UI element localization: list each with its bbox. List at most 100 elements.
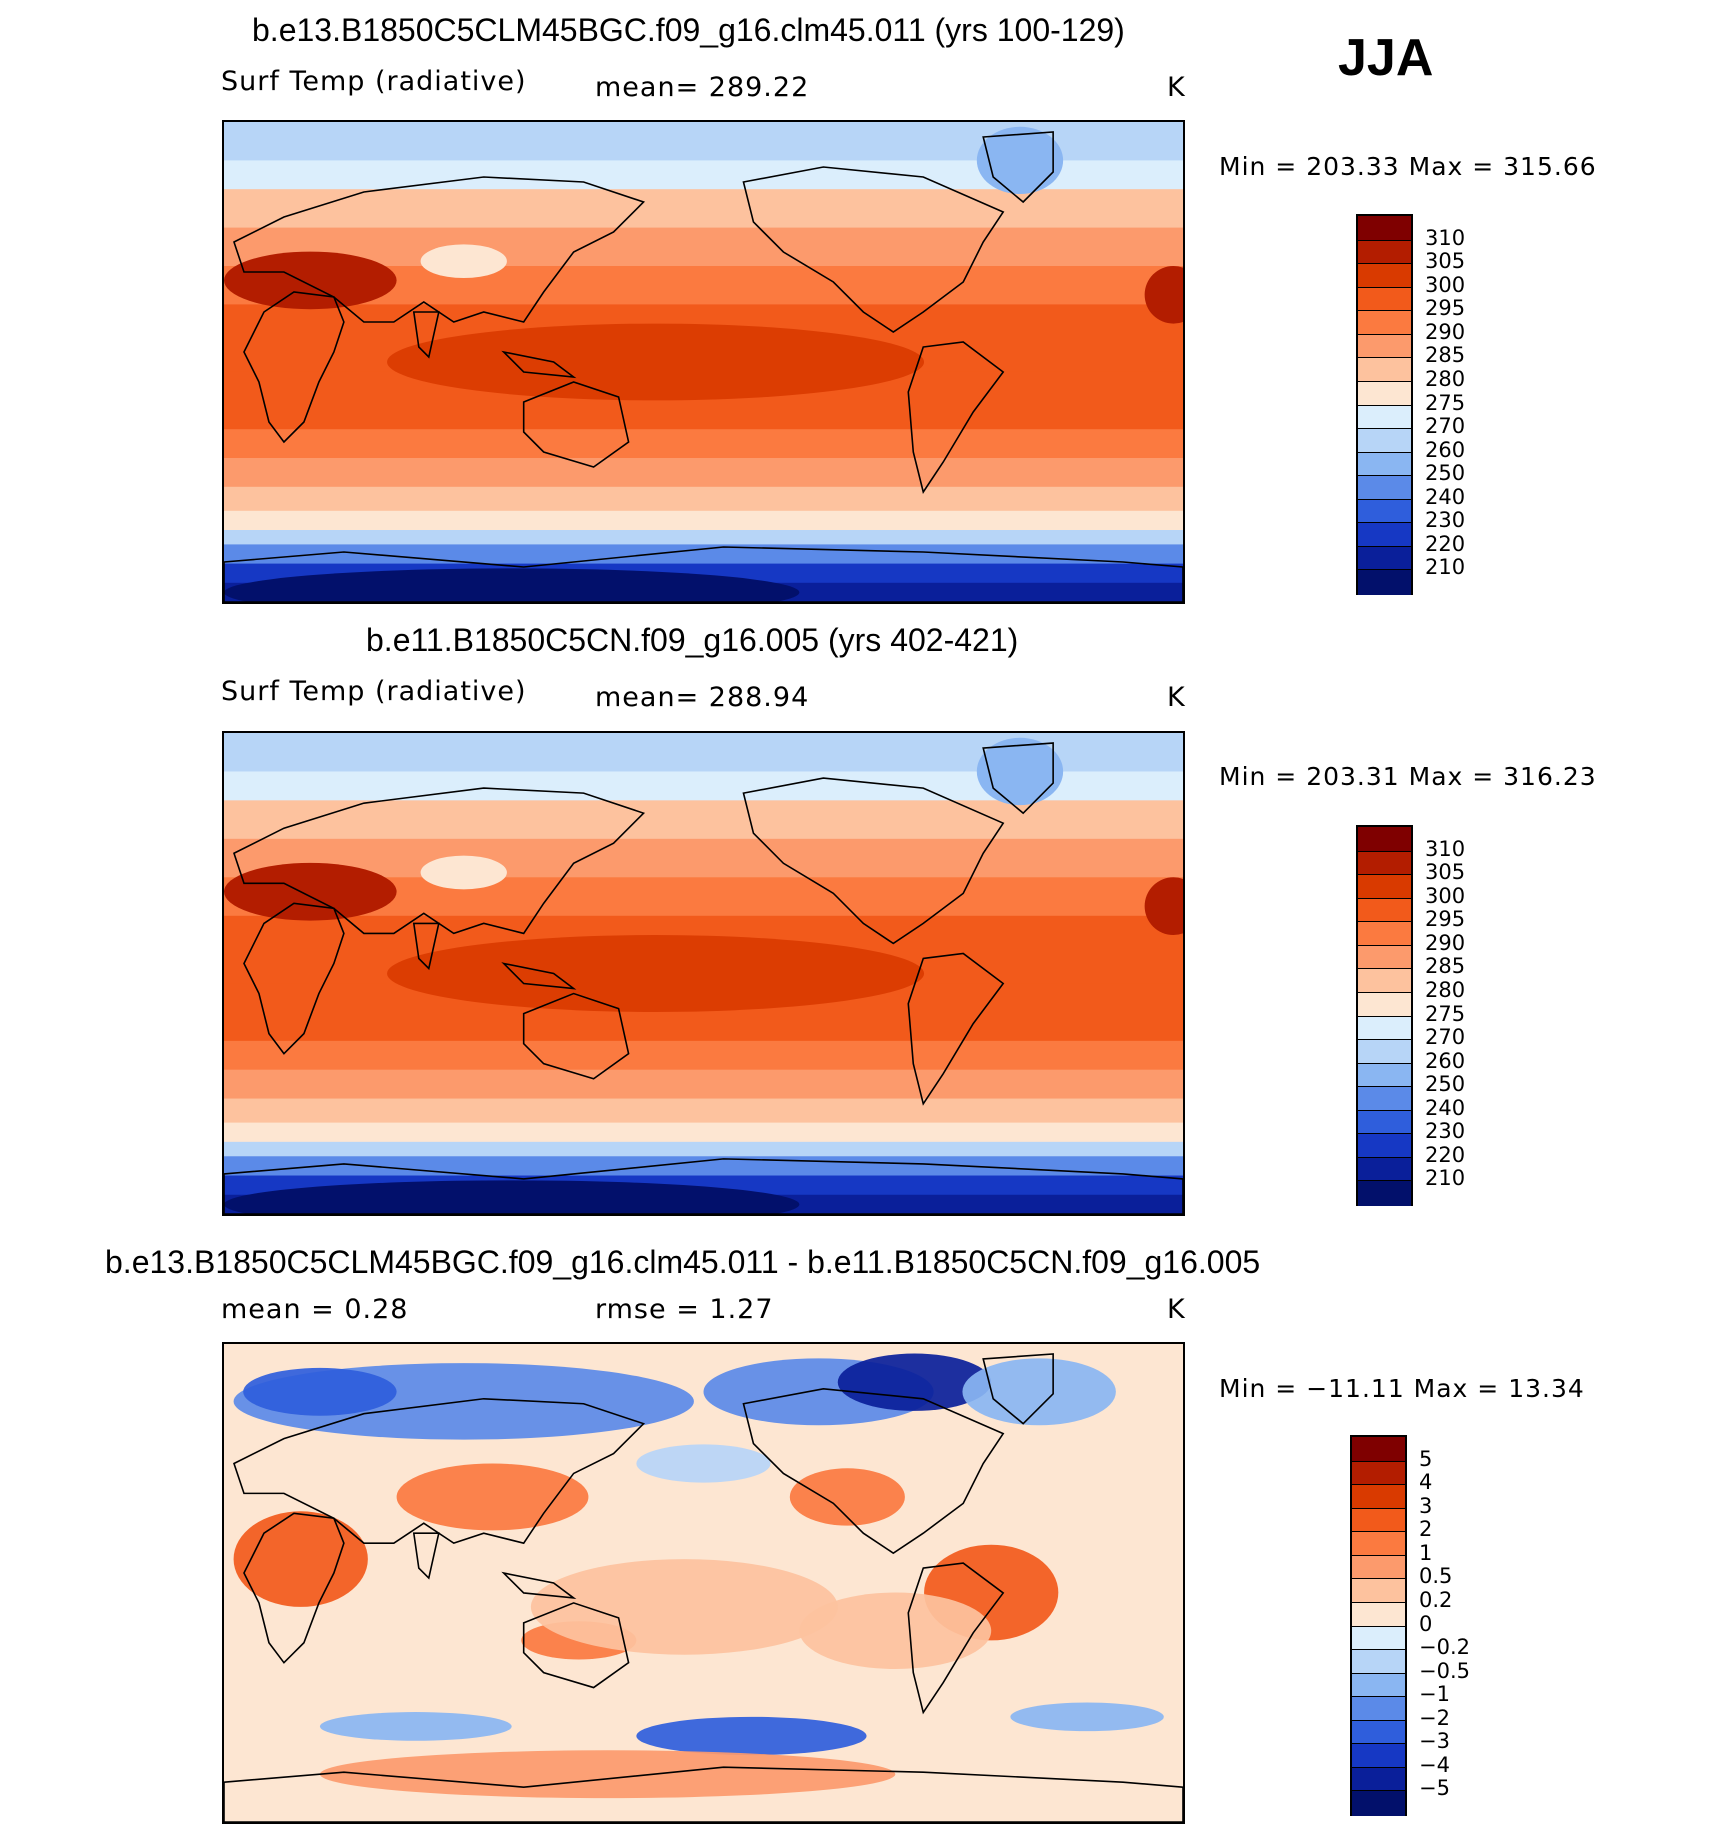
- colorbar-label: 300: [1425, 883, 1466, 908]
- temperature-band: [224, 838, 1183, 879]
- coastline: [522, 381, 630, 468]
- colorbar-label: 0: [1419, 1611, 1433, 1636]
- hot-region: [224, 251, 397, 310]
- panel2-title: b.e11.B1850C5CN.f09_g16.005 (yrs 402-421…: [366, 622, 1019, 658]
- colorbar-label: −2: [1419, 1705, 1450, 1730]
- colorbar-swatch: [1358, 968, 1411, 994]
- difference-region: [962, 1358, 1116, 1426]
- colorbar-swatch: [1358, 897, 1411, 923]
- panel1-mean: mean= 289.22: [595, 72, 810, 103]
- colorbar-label: 285: [1425, 954, 1466, 979]
- coastline: [501, 962, 577, 990]
- colorbar-swatch: [1358, 404, 1411, 430]
- panel2-mean: mean= 288.94: [595, 682, 810, 713]
- colorbar-label: 275: [1425, 1001, 1466, 1026]
- temperature-band: [224, 1141, 1183, 1158]
- colorbar-label: 290: [1425, 930, 1466, 955]
- panel2-map: [222, 731, 1185, 1216]
- colorbar-swatch: [1358, 569, 1411, 595]
- panel2-minmax: Min = 203.31 Max = 316.23: [1219, 762, 1597, 791]
- colorbar-label: 210: [1425, 555, 1466, 580]
- panel3-rmse: rmse = 1.27: [595, 1294, 774, 1325]
- coastline: [982, 742, 1054, 815]
- colorbar-swatch: [1358, 1133, 1411, 1159]
- colorbar-label: 260: [1425, 437, 1466, 462]
- colorbar-swatch: [1352, 1696, 1405, 1722]
- colorbar-label: 0.2: [1419, 1587, 1453, 1612]
- difference-region: [319, 1712, 512, 1741]
- colorbar-swatch: [1358, 522, 1411, 548]
- colorbar-swatch: [1352, 1625, 1405, 1651]
- colorbar-label: 250: [1425, 461, 1466, 486]
- coastline: [742, 1388, 1005, 1555]
- colorbar-swatch: [1358, 1039, 1411, 1065]
- colorbar-label: −4: [1419, 1752, 1450, 1777]
- coastline: [243, 291, 345, 444]
- difference-region: [243, 1367, 397, 1416]
- colorbar-swatch: [1358, 850, 1411, 876]
- cold-region: [976, 737, 1064, 806]
- colorbar-swatch: [1358, 1015, 1411, 1041]
- coastline: [907, 1562, 1005, 1715]
- temperature-band: [224, 1098, 1183, 1124]
- colorbar-label: 310: [1425, 225, 1466, 250]
- difference-region: [233, 1511, 368, 1607]
- cold-region: [976, 126, 1064, 194]
- coastline: [233, 787, 646, 935]
- colorbar-swatch: [1352, 1743, 1405, 1769]
- coastline: [501, 350, 577, 379]
- colorbar-swatch: [1358, 827, 1411, 852]
- temperature-band: [224, 1069, 1183, 1100]
- colorbar-label: −5: [1419, 1776, 1450, 1801]
- coastline: [742, 777, 1005, 945]
- temperature-band: [224, 486, 1183, 512]
- colorbar-swatch: [1352, 1484, 1405, 1510]
- colorbar-swatch: [1352, 1790, 1405, 1816]
- coastline: [412, 922, 440, 971]
- warm-pool: [387, 935, 925, 1012]
- coastline: [522, 1602, 630, 1689]
- hot-region: [1144, 877, 1183, 936]
- cold-plateau: [420, 855, 507, 890]
- colorbar-swatch: [1358, 451, 1411, 477]
- panel3-colorbar: [1350, 1435, 1407, 1816]
- colorbar-label: 295: [1425, 296, 1466, 321]
- colorbar-swatch: [1358, 1180, 1411, 1206]
- colorbar-label: 270: [1425, 1025, 1466, 1050]
- colorbar-swatch: [1352, 1766, 1405, 1792]
- coastline: [501, 1571, 577, 1600]
- colorbar-swatch: [1352, 1601, 1405, 1627]
- colorbar-swatch: [1352, 1531, 1405, 1557]
- colorbar-label: 220: [1425, 531, 1466, 556]
- temperature-band: [224, 1122, 1183, 1143]
- colorbar-swatch: [1358, 216, 1411, 241]
- colorbar-swatch: [1352, 1437, 1405, 1462]
- panel1-minmax: Min = 203.33 Max = 315.66: [1219, 152, 1597, 181]
- colorbar-label: −1: [1419, 1682, 1450, 1707]
- colorbar-swatch: [1358, 1062, 1411, 1088]
- colorbar-label: 250: [1425, 1072, 1466, 1097]
- coastline: [224, 1766, 1183, 1822]
- difference-region: [837, 1353, 992, 1411]
- colorbar-label: 210: [1425, 1166, 1466, 1191]
- panel3-mean: mean = 0.28: [221, 1294, 409, 1325]
- colorbar-label: 1: [1419, 1540, 1433, 1565]
- difference-region: [530, 1559, 838, 1655]
- colorbar-label: 230: [1425, 508, 1466, 533]
- temperature-band: [224, 800, 1183, 840]
- panel3-map: [222, 1342, 1185, 1824]
- warm-pool: [387, 323, 925, 401]
- temperature-band: [224, 429, 1183, 459]
- colorbar-swatch: [1358, 428, 1411, 454]
- colorbar-label: 280: [1425, 977, 1466, 1002]
- panel2-variable: Surf Temp (radiative): [221, 676, 527, 707]
- coastline: [907, 952, 1005, 1106]
- colorbar-label: 305: [1425, 860, 1466, 885]
- difference-region: [799, 1592, 992, 1670]
- temperature-band: [224, 530, 1183, 546]
- colorbar-swatch: [1358, 239, 1411, 265]
- colorbar-swatch: [1358, 498, 1411, 524]
- map-canvas: [224, 122, 1183, 602]
- colorbar-label: 220: [1425, 1142, 1466, 1167]
- colorbar-swatch: [1352, 1507, 1405, 1533]
